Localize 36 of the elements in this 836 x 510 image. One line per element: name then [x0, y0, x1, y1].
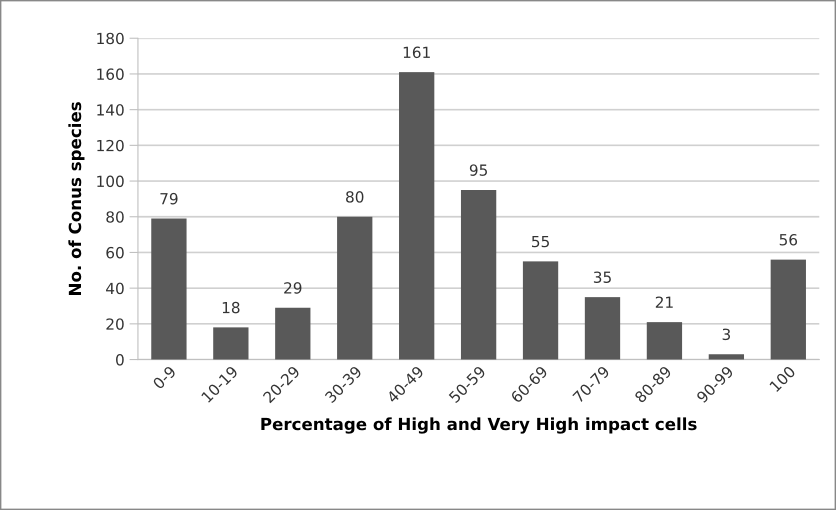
y-tick-label: 40	[106, 282, 124, 294]
bar	[399, 72, 434, 360]
y-axis-title: No. of Conus species	[68, 102, 84, 295]
data-label: 35	[594, 271, 611, 284]
bar	[770, 260, 806, 360]
data-label: 80	[346, 191, 364, 203]
y-tick-label: 160	[97, 68, 124, 80]
data-label: 79	[160, 192, 178, 204]
y-tick-label: 20	[106, 318, 124, 330]
y-tick-label: 140	[97, 104, 124, 116]
y-tick-label: 180	[97, 32, 124, 44]
x-tick-label: 100	[769, 365, 796, 392]
data-label: 18	[222, 302, 240, 314]
bar	[337, 216, 372, 360]
x-tick-label: 0-9	[152, 365, 177, 390]
data-label: 55	[532, 236, 549, 248]
y-tick-label: 0	[116, 354, 124, 366]
bar	[584, 297, 620, 360]
data-label: 21	[656, 296, 673, 308]
y-tick-label: 100	[97, 176, 124, 188]
y-tick-label: 60	[106, 246, 124, 258]
bar	[708, 354, 744, 360]
x-axis-title: Percentage of High and Very High impact cells	[261, 417, 697, 434]
y-tick-label: 120	[97, 140, 124, 152]
bar	[275, 308, 310, 360]
bar	[522, 261, 558, 360]
bar	[213, 327, 249, 360]
data-label: 29	[284, 282, 302, 294]
bar	[151, 218, 187, 360]
data-label: 161	[404, 46, 430, 58]
bar	[460, 190, 496, 360]
data-label: 56	[780, 234, 798, 246]
y-tick-label: 80	[106, 211, 124, 223]
data-label: 95	[470, 164, 487, 176]
bar	[646, 322, 682, 360]
data-label: 3	[722, 328, 730, 340]
